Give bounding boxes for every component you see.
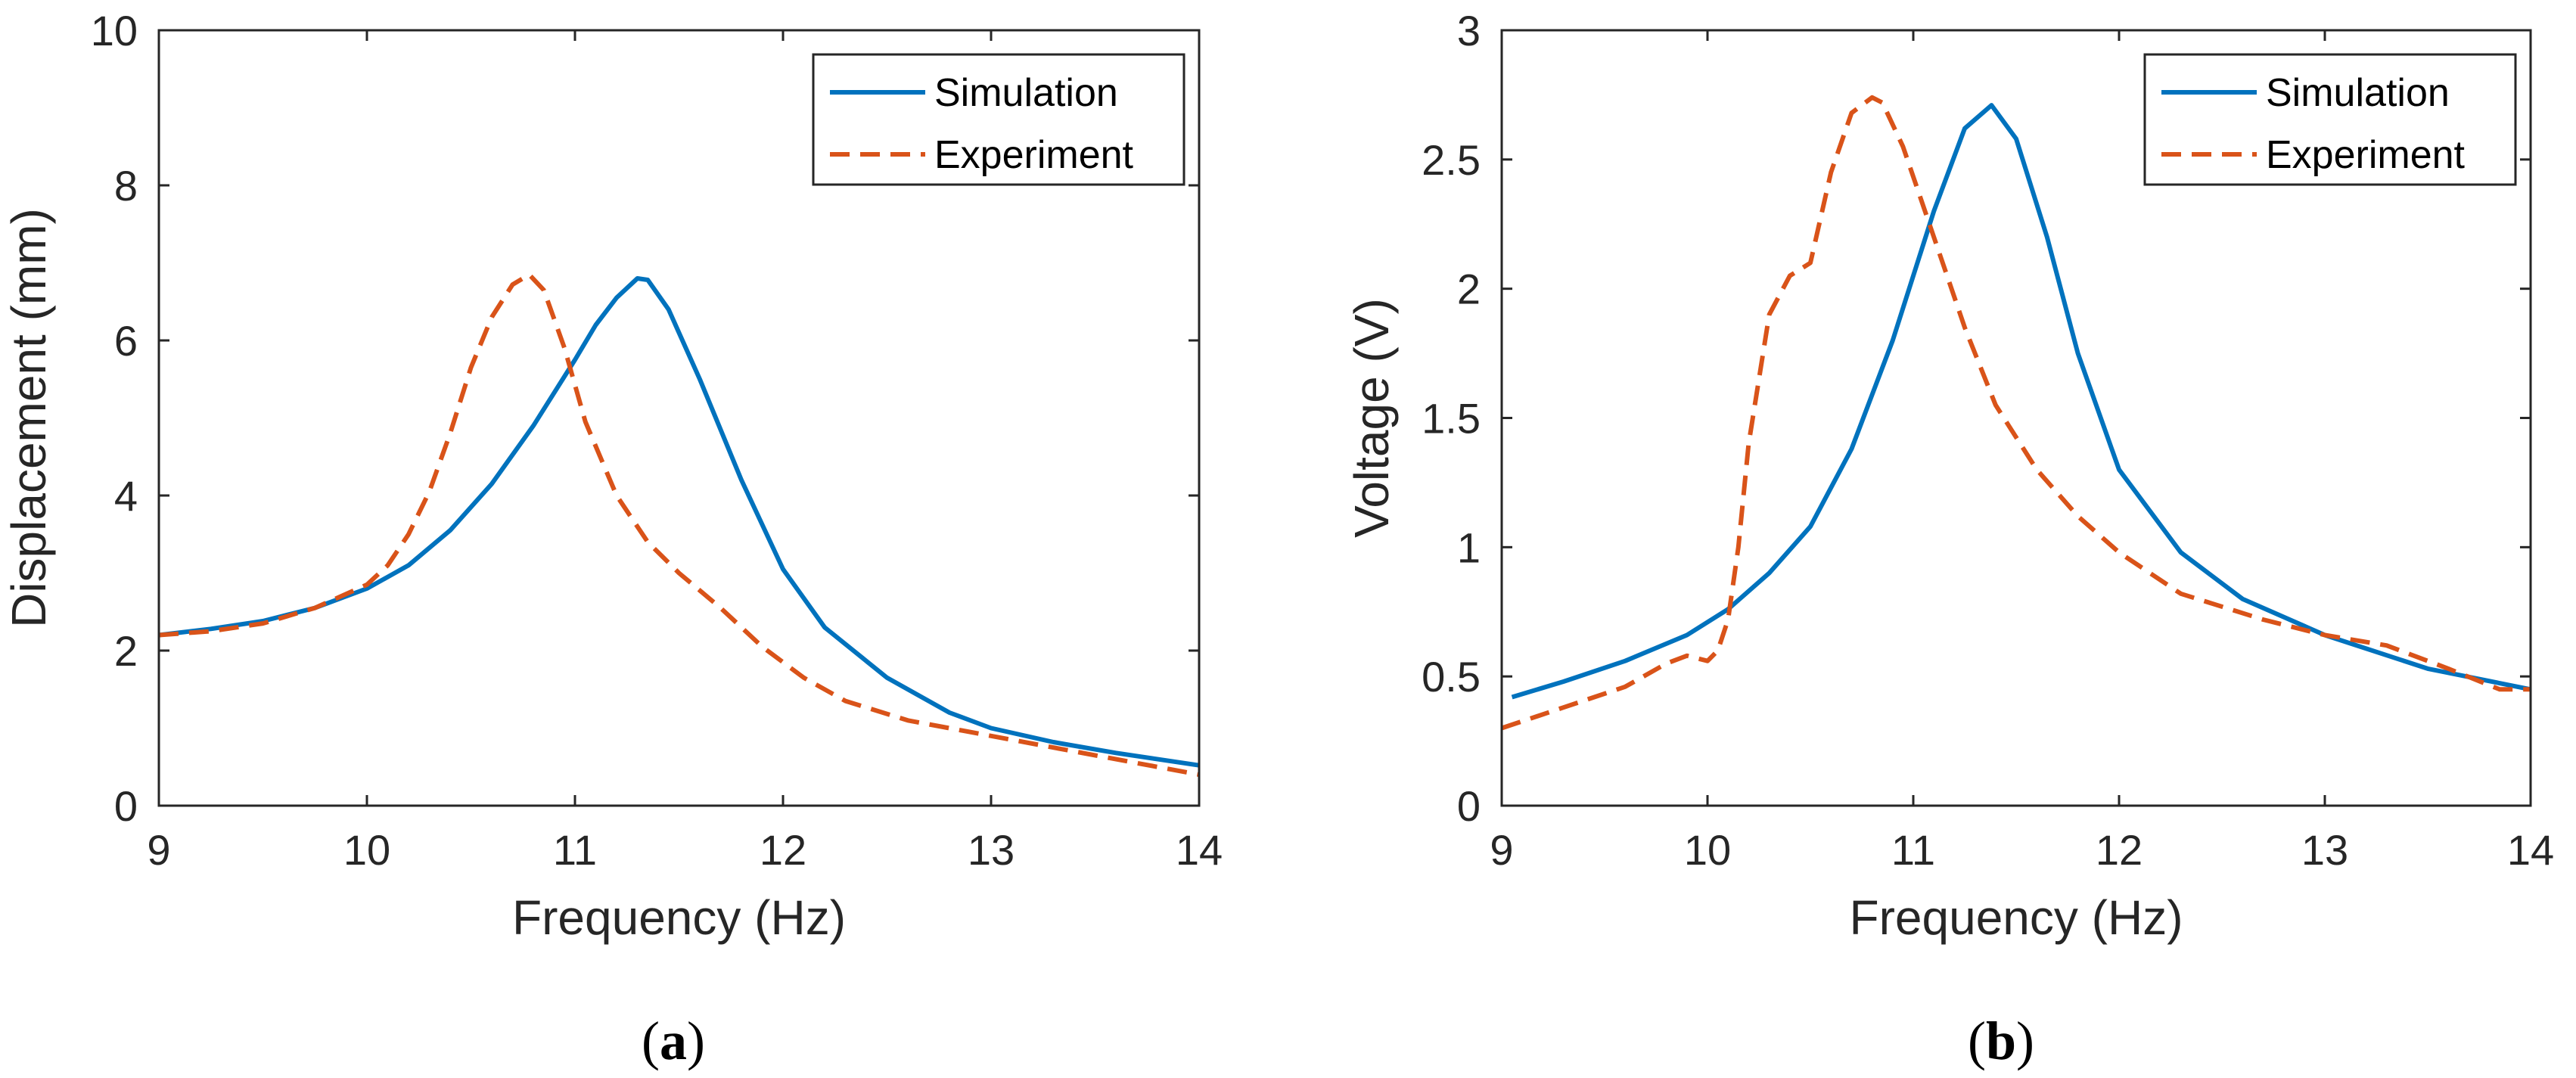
chart-a-axes-box — [157, 29, 1201, 807]
chart-a-xtick-label: 12 — [760, 826, 806, 874]
chart-a-ylabel: Displacement (mm) — [2, 208, 56, 628]
chart-b-xtick-label: 14 — [2507, 826, 2554, 874]
chart-a-xtick-label: 13 — [968, 826, 1015, 874]
chart-b-ytick-label: 1.5 — [1422, 395, 1481, 443]
chart-a-xtick-label: 14 — [1176, 826, 1223, 874]
chart-b: 9 10 11 12 13 14 0 0.5 1 1.5 2 2.5 3 Frequency (Hz) Vo… — [1344, 7, 2554, 945]
chart-a-ytick-label: 4 — [114, 472, 138, 520]
chart-a-legend-label-simulation: Simulation — [934, 71, 1118, 115]
caption-a: (a) — [642, 1011, 705, 1071]
caption-b: (b) — [1968, 1011, 2034, 1071]
chart-a-legend: Simulation Experiment — [812, 53, 1185, 186]
chart-b-ytick-label: 0 — [1457, 782, 1481, 830]
chart-b-xtick-label: 9 — [1490, 826, 1513, 874]
chart-b-xtick-label: 13 — [2301, 826, 2348, 874]
chart-b-ytick-label: 0.5 — [1422, 653, 1481, 701]
chart-b-xtick-label: 10 — [1684, 826, 1731, 874]
chart-b-ytick-label: 1 — [1457, 523, 1481, 571]
chart-b-legend-label-experiment: Experiment — [2266, 133, 2466, 177]
chart-a: 9 10 11 12 13 14 0 2 4 6 8 10 Frequency (Hz) Displace… — [2, 7, 1223, 945]
chart-b-series-experiment-line — [1501, 95, 2531, 731]
chart-b-legend-label-simulation: Simulation — [2266, 71, 2450, 115]
chart-a-ytick-label: 2 — [114, 627, 138, 675]
chart-a-series-experiment-line — [158, 272, 1200, 777]
chart-a-xtick-label: 10 — [343, 826, 390, 874]
chart-b-ytick-label: 2 — [1457, 266, 1481, 313]
chart-a-legend-label-experiment: Experiment — [934, 133, 1134, 177]
chart-b-ytick-label: 3 — [1457, 7, 1481, 54]
chart-a-xlabel: Frequency (Hz) — [512, 890, 846, 945]
chart-b-xtick-label: 12 — [2096, 826, 2143, 874]
chart-a-series-simulation-line — [158, 276, 1200, 768]
chart-b-ytick-label: 2.5 — [1422, 136, 1481, 184]
chart-b-xtick-label: 11 — [1891, 826, 1935, 874]
chart-a-ytick-label: 10 — [91, 7, 138, 54]
chart-a-ytick-label: 6 — [114, 317, 138, 365]
chart-a-legend-box — [812, 53, 1185, 186]
chart-b-legend: Simulation Experiment — [2143, 53, 2517, 186]
chart-b-ylabel: Voltage (V) — [1344, 298, 1399, 538]
chart-a-ytick-label: 0 — [114, 782, 138, 830]
caption-a-letter: a — [660, 1011, 687, 1071]
chart-a-ytick-label: 8 — [114, 162, 138, 210]
chart-a-xtick-label: 11 — [553, 826, 597, 874]
chart-b-series-simulation-line — [1511, 103, 2531, 700]
chart-b-xlabel: Frequency (Hz) — [1850, 890, 2183, 945]
chart-a-xtick-label: 9 — [147, 826, 170, 874]
caption-b-letter: b — [1986, 1011, 2016, 1071]
chart-b-legend-box — [2143, 53, 2517, 186]
